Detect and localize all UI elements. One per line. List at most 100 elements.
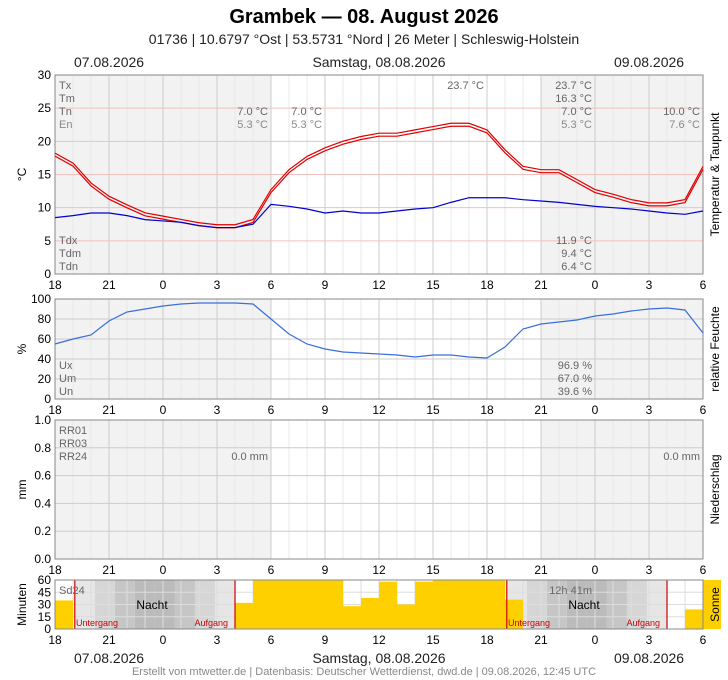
x-tick-label-3: 21	[102, 633, 116, 647]
temp-min-value: 7.0 °C	[291, 106, 322, 118]
x-tick-label-1: 21	[102, 403, 116, 417]
x-tick-label-2: 21	[534, 563, 548, 577]
y-axis-label-3: Minuten	[15, 583, 29, 626]
page-title: Grambek — 08. August 2026	[229, 6, 499, 28]
x-tick-label-3: 0	[592, 633, 599, 647]
precip-total-value: 0.0 mm	[231, 451, 268, 463]
x-tick-label-0: 0	[160, 278, 167, 292]
footer-credit: Erstellt von mtwetter.de | Datenbasis: D…	[131, 666, 597, 678]
sun-bar	[433, 580, 451, 629]
plot-frame-3	[54, 579, 704, 630]
y-tick-label-3: 0	[44, 622, 51, 636]
y-axis-label-2: mm	[15, 480, 29, 500]
y-tick-label-1: 100	[31, 292, 51, 306]
y-tick-label-2: 1.0	[34, 413, 51, 427]
sun-bar	[361, 597, 379, 629]
y-tick-label-0: 30	[38, 68, 52, 82]
y-tick-label-3: 30	[38, 598, 52, 612]
x-tick-label-2: 3	[646, 563, 653, 577]
dew-stat-value: 9.4 °C	[561, 248, 592, 260]
x-tick-label-3: 21	[534, 633, 548, 647]
side-label-0: Temperatur & Taupunkt	[708, 112, 722, 237]
sun-bar	[415, 581, 433, 629]
sunset-label: Untergang	[508, 618, 550, 628]
sun-total-value: 12h 41m	[549, 585, 592, 597]
sun-bar	[55, 600, 73, 629]
night-shade-2	[541, 420, 703, 559]
sun-bar	[343, 606, 361, 629]
x-tick-label-3: 0	[160, 633, 167, 647]
humidity-line	[54, 302, 704, 359]
y-axis-label-1: %	[15, 343, 29, 354]
dew-stat-value: 6.4 °C	[561, 261, 592, 273]
x-tick-label-3: 3	[214, 633, 221, 647]
sun-bar	[325, 580, 343, 629]
y-tick-label-1: 20	[38, 372, 52, 386]
y-tick-label-3: 45	[38, 585, 52, 599]
y-tick-label-2: 0.4	[34, 496, 51, 510]
x-tick-label-1: 21	[534, 403, 548, 417]
x-tick-label-0: 21	[102, 278, 116, 292]
temp-line	[54, 122, 704, 226]
x-tick-label-2: 6	[700, 563, 707, 577]
humidity-stat-value: 67.0 %	[558, 373, 592, 385]
plot-frame-0	[54, 74, 704, 275]
precip-stat-label: RR03	[59, 438, 87, 450]
precip-stat-label: RR24	[59, 451, 87, 463]
x-tick-label-1: 0	[592, 403, 599, 417]
dew-line	[54, 197, 704, 229]
x-tick-label-1: 12	[372, 403, 386, 417]
temp-line	[54, 125, 704, 229]
date-center: Samstag, 08.08.2026	[312, 54, 446, 70]
side-label-1: relative Feuchte	[708, 306, 722, 392]
x-tick-label-0: 3	[214, 278, 221, 292]
x-tick-label-3: 6	[700, 633, 707, 647]
date-right: 09.08.2026	[614, 54, 685, 70]
temp-night-value: 7.6 °C	[669, 119, 700, 131]
y-tick-label-2: 0.8	[34, 441, 51, 455]
sun-bar	[451, 580, 469, 629]
y-tick-label-0: 25	[38, 101, 52, 115]
sun-bar	[307, 580, 325, 629]
temp-stat-value: 5.3 °C	[561, 119, 592, 131]
dew-stat-label: Tdn	[59, 261, 78, 273]
sun-bar	[487, 580, 505, 629]
date-center-bottom: Samstag, 08.08.2026	[312, 650, 446, 666]
x-tick-label-1: 6	[700, 403, 707, 417]
x-tick-label-1: 6	[268, 403, 275, 417]
y-tick-label-2: 0.2	[34, 524, 51, 538]
date-right-bottom: 09.08.2026	[614, 650, 685, 666]
y-tick-label-0: 0	[44, 267, 51, 281]
station-info: 01736 | 10.6797 °Ost | 53.5731 °Nord | 2…	[148, 31, 580, 47]
plot-frame-2	[54, 419, 704, 560]
x-tick-label-3: 18	[480, 633, 494, 647]
temp-stat-label: Tm	[59, 93, 75, 105]
plot-frame-1	[54, 298, 704, 400]
sun-bar	[685, 609, 703, 629]
sun-bar	[469, 580, 487, 629]
x-tick-label-1: 18	[480, 403, 494, 417]
y-tick-label-0: 20	[38, 134, 52, 148]
x-tick-label-0: 15	[426, 278, 440, 292]
y-tick-label-3: 15	[38, 610, 52, 624]
humidity-stat-label: Um	[59, 373, 76, 385]
sun-bar	[235, 602, 253, 629]
x-tick-label-2: 15	[426, 563, 440, 577]
side-label-2: Niederschlag	[708, 454, 722, 524]
x-tick-label-3: 6	[268, 633, 275, 647]
humidity-stat-value: 39.6 %	[558, 386, 592, 398]
y-tick-label-0: 15	[38, 168, 52, 182]
sun-bar	[397, 604, 415, 629]
x-tick-label-0: 12	[372, 278, 386, 292]
side-label-3: Sonne	[708, 587, 722, 622]
x-tick-label-2: 18	[48, 563, 62, 577]
temp-night-value: 10.0 °C	[663, 106, 700, 118]
x-tick-label-0: 6	[268, 278, 275, 292]
x-tick-label-2: 6	[268, 563, 275, 577]
sun-bar	[505, 599, 523, 629]
temp-min-value: 5.3 °C	[237, 119, 268, 131]
sun-stat-label: Sd24	[59, 585, 85, 597]
temp-peak-label: 23.7 °C	[447, 80, 484, 92]
x-tick-label-1: 3	[214, 403, 221, 417]
